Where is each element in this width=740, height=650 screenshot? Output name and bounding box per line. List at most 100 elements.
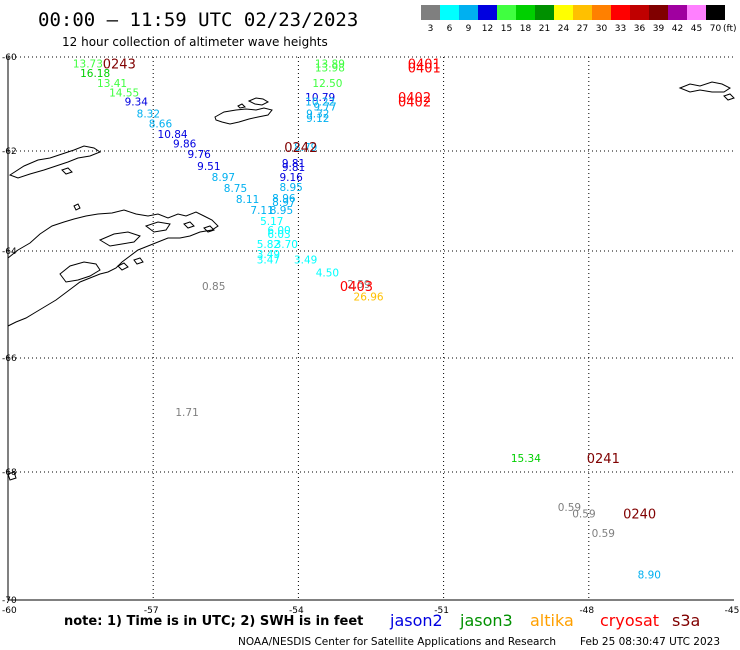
- pass-id-label: 0242: [284, 141, 317, 156]
- lon-tick-label: -57: [144, 606, 159, 616]
- legend-bin-label: 3: [428, 24, 434, 34]
- wave-height-label: 9.32: [306, 108, 329, 120]
- coastline-joinville-island: [98, 231, 141, 247]
- wave-height-label: 0.85: [202, 281, 225, 293]
- lat-tick-label: -60: [2, 53, 17, 63]
- lon-tick-label: -48: [579, 606, 594, 616]
- wave-height-label: 8.95: [279, 182, 302, 194]
- legend-swatch: [668, 5, 687, 20]
- wave-height-label: 9.86: [173, 138, 197, 150]
- wave-height-label: 16.18: [80, 68, 110, 80]
- wave-height-label: 8.66: [149, 119, 173, 131]
- legend-bin-label: 6: [447, 24, 453, 34]
- wave-height-label: 13.73: [73, 59, 103, 71]
- wave-height-label: 13.89: [315, 59, 345, 71]
- satellite-legend: jason2 jason3 altika cryosat s3a: [389, 611, 700, 630]
- coastline-antarctic-peninsula: [7, 209, 219, 327]
- wave-height-label: 9.81: [282, 158, 305, 170]
- legend-bin-label: 39: [653, 24, 665, 34]
- coastline-islet-g: [133, 257, 144, 265]
- wave-height-label: 6.00: [267, 225, 290, 237]
- pass-id-label: 0402: [398, 91, 431, 106]
- wave-height-label: 10.22: [305, 97, 335, 109]
- pass-id-label: 0402: [398, 96, 431, 111]
- wave-height-label: 8.97: [212, 172, 235, 184]
- coastline-livingston-island: [8, 145, 102, 179]
- lat-tick-label: -66: [2, 354, 17, 364]
- wave-height-label: 7.11: [250, 205, 273, 217]
- legend-swatch: [630, 5, 649, 20]
- legend-bin-label: 36: [634, 24, 646, 34]
- wave-height-label: 4.50: [316, 267, 339, 279]
- wave-height-label: 9.81: [282, 162, 305, 174]
- coastline-islet-h: [723, 93, 735, 101]
- wave-height-label: 9.12: [306, 113, 329, 125]
- graticule: [8, 56, 734, 600]
- wave-height-label: 12.50: [312, 78, 342, 90]
- coastline-small-islet-a: [237, 103, 247, 109]
- wave-height-label: 8.90: [638, 569, 661, 581]
- legend-swatch: [516, 5, 535, 20]
- coastline-islet-b: [73, 203, 81, 211]
- legend-unit: (ft): [723, 24, 737, 34]
- wave-height-label: 26.96: [354, 291, 384, 303]
- wave-height-label: 9.16: [279, 172, 303, 184]
- pass-id-label: 0243: [103, 58, 136, 73]
- satellite-name-jason3: jason3: [459, 611, 513, 630]
- coastline-south-orkney-islands: [678, 81, 731, 93]
- legend-swatch: [706, 5, 725, 20]
- legend-bin-label: 70: [710, 24, 722, 34]
- wave-height-label: 0.59: [592, 528, 615, 540]
- legend-swatch: [687, 5, 706, 20]
- legend-swatch: [649, 5, 668, 20]
- legend-swatch: [535, 5, 554, 20]
- wave-height-label: 0.59: [558, 502, 581, 514]
- wave-height-label: 0.59: [572, 509, 595, 521]
- coastline-islet-c: [61, 167, 73, 175]
- legend-bin-label: 9: [466, 24, 472, 34]
- coastline-islet-f: [117, 262, 129, 271]
- legend-bin-label: 45: [691, 24, 702, 34]
- wave-height-label: 8.79: [294, 142, 317, 154]
- pass-id-label: 0240: [623, 508, 656, 523]
- wave-height-label: 3.49: [257, 249, 280, 261]
- color-legend: 3 6 9 12 15 18 21 24 27 30 33 36 39 42 45 70 (ft): [421, 5, 737, 34]
- coastline-islet-e: [203, 225, 215, 233]
- wave-height-label: 8.96: [272, 193, 296, 205]
- wave-height-label: 13.41: [97, 78, 127, 90]
- tick-labels: -60 -62 -64 -66 -68 -70 -57 -54 -51 -48 -45 -60: [2, 53, 739, 616]
- legend-bin-label: 12: [482, 24, 493, 34]
- wave-height-label: 5.17: [260, 216, 283, 228]
- wave-height-label: 1.71: [175, 407, 198, 419]
- lat-tick-label: -70: [2, 596, 17, 606]
- satellite-name-cryosat: cryosat: [600, 611, 659, 630]
- legend-bin-label: 30: [596, 24, 608, 34]
- legend-bin-label: 33: [615, 24, 626, 34]
- coastline-james-ross-island: [59, 261, 101, 283]
- lon-tick-label: -45: [725, 606, 740, 616]
- corner-lon-label: -60: [2, 606, 17, 616]
- wave-height-label: 8.97: [272, 197, 295, 209]
- wave-height-label: 2.59: [347, 279, 370, 291]
- legend-bin-label: 42: [672, 24, 683, 34]
- coastline-elephant-island: [247, 97, 270, 106]
- wave-height-label: 8.95: [270, 205, 293, 217]
- lat-tick-label: -64: [2, 247, 17, 257]
- legend-bin-label: 21: [539, 24, 550, 34]
- legend-swatch: [440, 5, 459, 20]
- wave-height-label: 5.82: [257, 239, 280, 251]
- legend-swatch: [478, 5, 497, 20]
- legend-swatch: [592, 5, 611, 20]
- legend-swatch: [573, 5, 592, 20]
- legend-swatch: [497, 5, 516, 20]
- footer-note: note: 1) Time is in UTC; 2) SWH is in fe…: [64, 614, 363, 629]
- footer-credit: NOAA/NESDIS Center for Satellite Applica…: [238, 636, 556, 648]
- legend-swatch: [421, 5, 440, 20]
- wave-height-label: 13.98: [315, 62, 345, 74]
- wave-height-label: 9.34: [125, 97, 149, 109]
- wave-height-label: 8.32: [137, 108, 160, 120]
- wave-height-label: 15.34: [511, 453, 541, 465]
- pass-id-label: 0403: [340, 280, 373, 295]
